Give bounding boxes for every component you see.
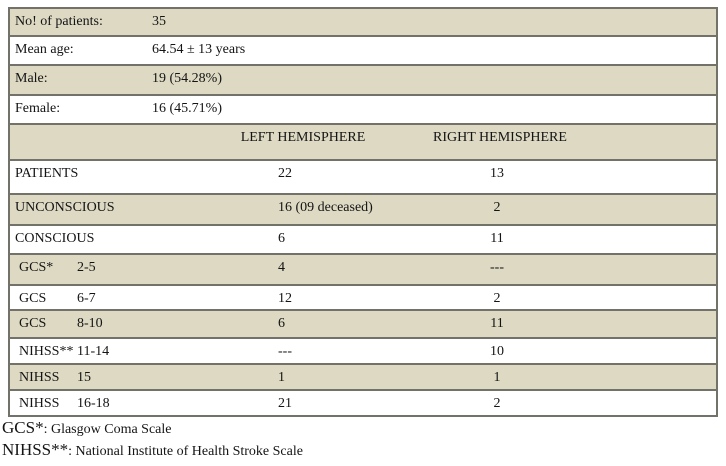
row-label: NIHSS bbox=[19, 396, 60, 411]
summary-row-patients: No! of patients: 35 bbox=[10, 9, 716, 37]
left-hemisphere-value: 16 (09 deceased) bbox=[278, 200, 373, 215]
data-row-nihss-11-14: NIHSS** 11-14 --- 10 bbox=[10, 339, 716, 365]
data-row-nihss-16-18: NIHSS 16-18 21 2 bbox=[10, 391, 716, 415]
left-hemisphere-value: 4 bbox=[278, 260, 285, 275]
data-row-gcs-8-10: GCS 8-10 6 11 bbox=[10, 311, 716, 339]
table-footnotes: GCS*: Glasgow Coma Scale NIHSS**: Nation… bbox=[2, 418, 303, 462]
right-hemisphere-value: 10 bbox=[490, 344, 504, 359]
row-label: UNCONSCIOUS bbox=[15, 200, 115, 215]
column-header-left-hemisphere: LEFT HEMISPHERE bbox=[240, 130, 366, 145]
row-value: 64.54 ± 13 years bbox=[152, 42, 246, 57]
data-row-gcs-2-5: GCS* 2-5 4 --- bbox=[10, 255, 716, 286]
column-header-right-hemisphere: RIGHT HEMISPHERE bbox=[433, 130, 567, 145]
right-hemisphere-value: 2 bbox=[493, 200, 501, 215]
row-value: 16 (45.71%) bbox=[152, 101, 222, 116]
right-hemisphere-value: 1 bbox=[493, 370, 501, 385]
footnote-term: NIHSS** bbox=[2, 440, 69, 459]
header-row: LEFT HEMISPHERE RIGHT HEMISPHERE bbox=[10, 125, 716, 161]
score-range: 16-18 bbox=[77, 396, 110, 411]
left-hemisphere-value: 6 bbox=[278, 316, 285, 331]
footnote-term: GCS* bbox=[2, 418, 44, 437]
left-hemisphere-value: 12 bbox=[278, 291, 292, 306]
data-row-gcs-6-7: GCS 6-7 12 2 bbox=[10, 286, 716, 311]
footnote-definition: : National Institute of Health Stroke Sc… bbox=[68, 444, 303, 459]
score-range: 11-14 bbox=[77, 344, 110, 359]
right-hemisphere-value: 2 bbox=[493, 291, 501, 306]
left-hemisphere-value: 1 bbox=[278, 370, 285, 385]
row-label: Female: bbox=[15, 101, 61, 116]
right-hemisphere-value: 11 bbox=[490, 316, 504, 331]
row-value: 35 bbox=[152, 14, 166, 29]
footnote-definition: : Glasgow Coma Scale bbox=[43, 422, 172, 437]
right-hemisphere-value: --- bbox=[490, 260, 504, 275]
right-hemisphere-value: 11 bbox=[490, 231, 504, 246]
left-hemisphere-value: 22 bbox=[278, 166, 292, 181]
left-hemisphere-value: --- bbox=[278, 344, 292, 359]
data-row-patients: PATIENTS 22 13 bbox=[10, 161, 716, 195]
row-label: NIHSS** bbox=[19, 344, 74, 359]
data-row-unconscious: UNCONSCIOUS 16 (09 deceased) 2 bbox=[10, 195, 716, 226]
summary-row-male: Male: 19 (54.28%) bbox=[10, 66, 716, 96]
row-label: Mean age: bbox=[15, 42, 74, 57]
row-label: GCS* bbox=[19, 260, 54, 275]
score-range: 8-10 bbox=[77, 316, 103, 331]
data-row-nihss-15: NIHSS 15 1 1 bbox=[10, 365, 716, 391]
row-value: 19 (54.28%) bbox=[152, 71, 222, 86]
row-label: NIHSS bbox=[19, 370, 60, 385]
left-hemisphere-value: 6 bbox=[278, 231, 285, 246]
summary-row-mean-age: Mean age: 64.54 ± 13 years bbox=[10, 37, 716, 66]
row-label: GCS bbox=[19, 291, 47, 306]
row-label: PATIENTS bbox=[15, 166, 79, 181]
score-range: 15 bbox=[77, 370, 91, 385]
row-label: No! of patients: bbox=[15, 14, 103, 29]
footnote-nihss: NIHSS**: National Institute of Health St… bbox=[2, 440, 303, 462]
row-label: CONSCIOUS bbox=[15, 231, 95, 246]
summary-row-female: Female: 16 (45.71%) bbox=[10, 96, 716, 125]
patient-statistics-table: No! of patients: 35 Mean age: 64.54 ± 13… bbox=[8, 7, 718, 417]
right-hemisphere-value: 13 bbox=[490, 166, 504, 181]
row-label: GCS bbox=[19, 316, 47, 331]
score-range: 2-5 bbox=[77, 260, 96, 275]
left-hemisphere-value: 21 bbox=[278, 396, 292, 411]
row-label: Male: bbox=[15, 71, 48, 86]
score-range: 6-7 bbox=[77, 291, 96, 306]
footnote-gcs: GCS*: Glasgow Coma Scale bbox=[2, 418, 303, 440]
right-hemisphere-value: 2 bbox=[493, 396, 501, 411]
data-row-conscious: CONSCIOUS 6 11 bbox=[10, 226, 716, 255]
